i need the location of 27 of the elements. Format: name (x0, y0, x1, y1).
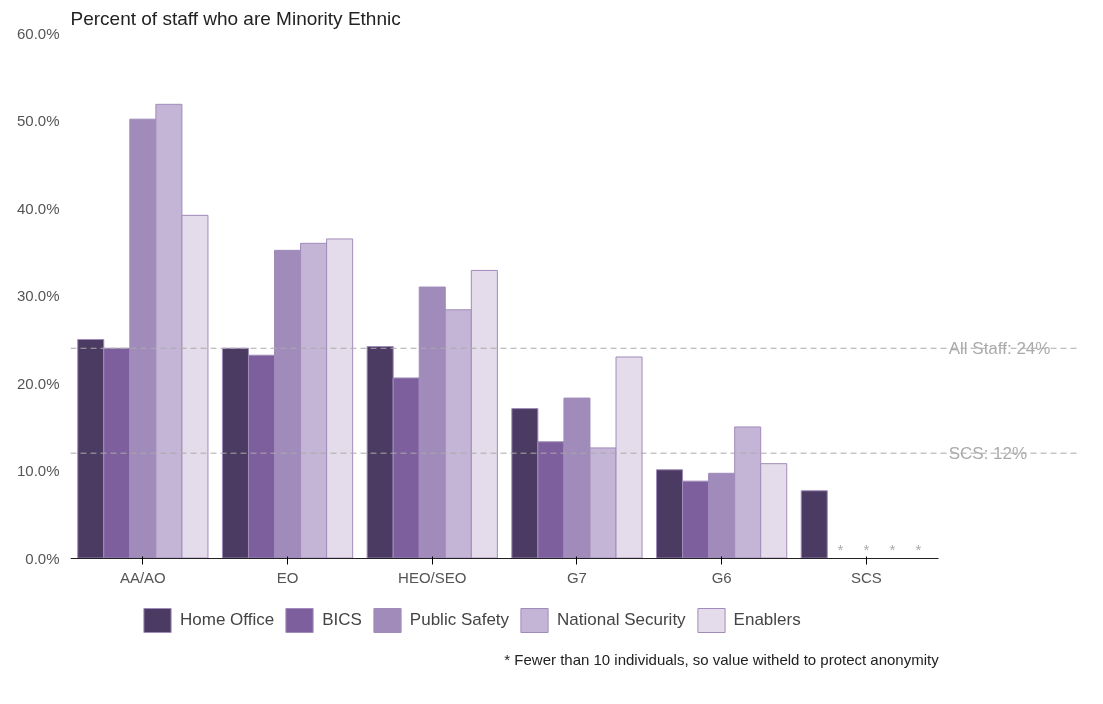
chart-title: Percent of staff who are Minority Ethnic (70, 7, 401, 29)
y-tick-label: 10.0% (16, 462, 60, 480)
text: * Fewer than 10 individuals, so value witheld to protect anonymity (504, 650, 940, 668)
x-tick-label: SCS (850, 569, 882, 587)
y-tick-label: 30.0% (16, 287, 60, 305)
y-tick-label: 0.0% (25, 549, 60, 567)
y-tick-label: 60.0% (16, 25, 60, 42)
y-tick-label: 50.0% (16, 112, 60, 130)
x-tick-label: AA/AO (119, 569, 166, 587)
text: * (837, 541, 844, 559)
legend-label: Public Safety (409, 610, 510, 630)
x-tick-label: G7 (566, 569, 587, 587)
legend-label: Home Office (180, 610, 275, 630)
bar (800, 490, 828, 559)
legend-label: BICS (322, 610, 362, 630)
legend-label: National Security (557, 610, 686, 630)
x-tick-label: HEO/SEO (398, 569, 467, 587)
text: * (915, 541, 922, 559)
x-tick-label: EO (276, 569, 299, 587)
y-tick-label: 20.0% (16, 374, 60, 392)
ref-line-label: All Staff: 24% (948, 338, 1051, 358)
y-tick-label: 40.0% (16, 199, 60, 217)
legend-label: Enablers (733, 610, 801, 630)
text: * (889, 541, 896, 559)
text: * (863, 541, 870, 559)
x-tick-label: G6 (711, 569, 732, 587)
ref-line-label: SCS: 12% (948, 443, 1028, 463)
